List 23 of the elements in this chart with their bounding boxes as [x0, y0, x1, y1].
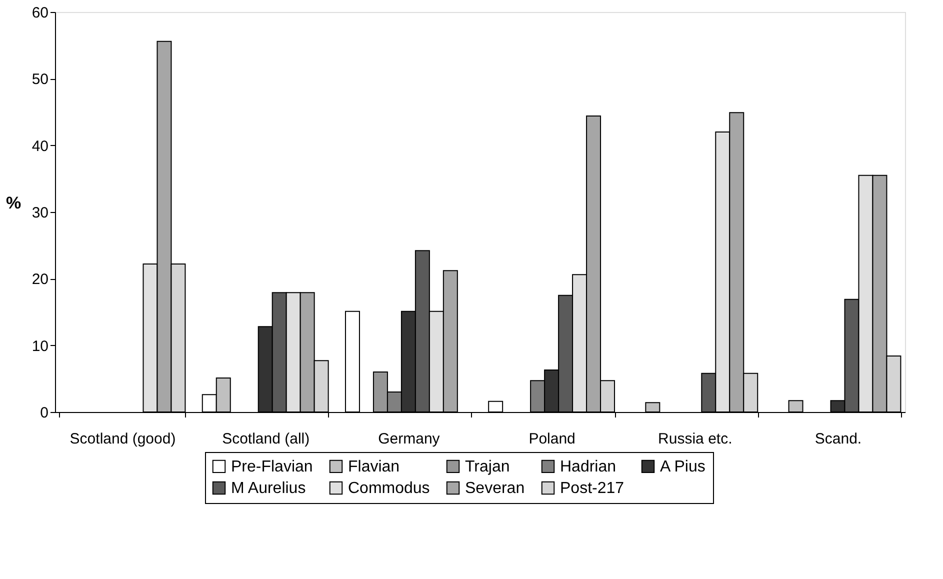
- legend-label: Severan: [465, 480, 525, 497]
- x-tick-label: Germany: [378, 430, 440, 448]
- legend-label: A Pius: [660, 458, 706, 476]
- y-tick-label: 60: [32, 4, 48, 22]
- legend-label: M Aurelius: [231, 480, 306, 497]
- legend-label: Commodus: [348, 480, 430, 497]
- y-tick-label: 50: [32, 71, 48, 88]
- legend-label: Pre-Flavian: [231, 458, 313, 476]
- x-tick-label: Scand.: [814, 430, 862, 448]
- y-axis-title: %: [6, 194, 22, 212]
- legend-label: Trajan: [465, 458, 510, 476]
- x-tick-label: Scotland (all): [222, 430, 310, 448]
- y-tick-label: 20: [32, 271, 48, 288]
- y-tick-label: 30: [32, 204, 48, 222]
- x-tick-label: Scotland (good): [70, 430, 176, 448]
- legend-label: Hadrian: [560, 458, 616, 476]
- legend-label: Post-217: [560, 480, 624, 497]
- x-tick-label: Russia etc.: [658, 430, 732, 448]
- x-tick-label: Poland: [528, 430, 576, 448]
- legend-label: Flavian: [348, 458, 400, 476]
- y-tick-label: 40: [32, 138, 48, 155]
- y-tick-label: 0: [40, 404, 48, 422]
- y-tick-label: 10: [32, 338, 48, 355]
